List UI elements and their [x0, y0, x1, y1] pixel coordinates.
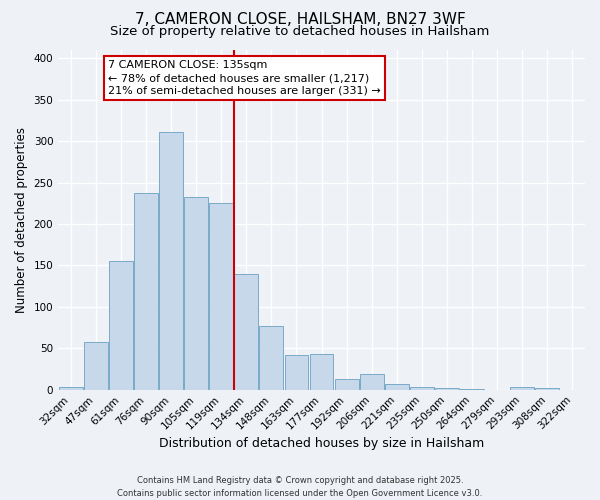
- Bar: [535, 388, 559, 390]
- Text: Contains HM Land Registry data © Crown copyright and database right 2025.
Contai: Contains HM Land Registry data © Crown c…: [118, 476, 482, 498]
- Text: 7 CAMERON CLOSE: 135sqm
← 78% of detached houses are smaller (1,217)
21% of semi: 7 CAMERON CLOSE: 135sqm ← 78% of detache…: [109, 60, 381, 96]
- Bar: [209, 204, 233, 390]
- Bar: [511, 387, 534, 390]
- Bar: [184, 196, 208, 390]
- Bar: [235, 274, 258, 390]
- Bar: [460, 389, 484, 390]
- Bar: [410, 387, 434, 390]
- Bar: [435, 388, 459, 390]
- Bar: [335, 379, 359, 390]
- Y-axis label: Number of detached properties: Number of detached properties: [15, 127, 28, 313]
- Bar: [385, 384, 409, 390]
- X-axis label: Distribution of detached houses by size in Hailsham: Distribution of detached houses by size …: [159, 437, 484, 450]
- Bar: [84, 342, 108, 390]
- Bar: [310, 354, 334, 390]
- Text: Size of property relative to detached houses in Hailsham: Size of property relative to detached ho…: [110, 25, 490, 38]
- Bar: [159, 132, 183, 390]
- Bar: [259, 326, 283, 390]
- Bar: [284, 355, 308, 390]
- Bar: [360, 374, 383, 390]
- Bar: [134, 194, 158, 390]
- Bar: [109, 262, 133, 390]
- Bar: [59, 387, 83, 390]
- Text: 7, CAMERON CLOSE, HAILSHAM, BN27 3WF: 7, CAMERON CLOSE, HAILSHAM, BN27 3WF: [134, 12, 466, 28]
